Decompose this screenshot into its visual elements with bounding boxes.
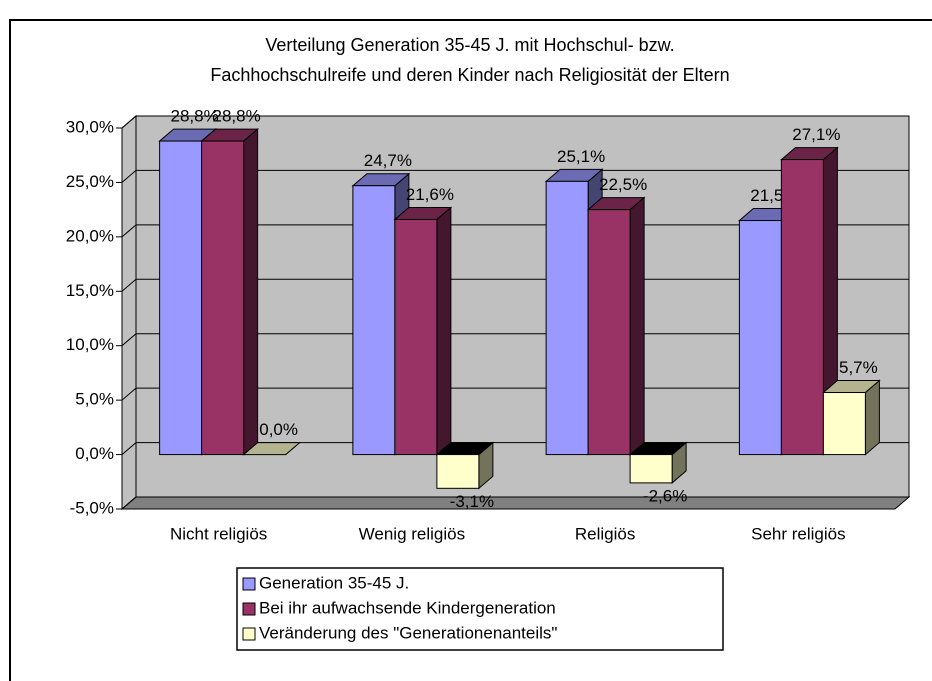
bar-front (201, 140, 245, 456)
bar-front (545, 180, 589, 456)
data-label: -2,6% (643, 486, 687, 505)
grid-line (121, 169, 909, 183)
bar-front (780, 159, 824, 456)
grid-line (121, 333, 909, 347)
legend-label: Bei ihr aufwachsende Kindergeneration (259, 598, 556, 617)
data-label: -3,1% (450, 492, 494, 511)
x-tick-label: Religiös (575, 524, 635, 543)
data-label: 28,8% (171, 107, 219, 126)
chart-title: Fachhochschulreife und deren Kinder nach… (210, 65, 729, 85)
bar-front (738, 220, 782, 456)
bar-front (587, 209, 631, 456)
bar-side (629, 196, 645, 456)
grid-line (121, 224, 909, 238)
bar-front (159, 140, 203, 456)
bar (200, 127, 259, 456)
x-tick-label: Wenig religiös (359, 524, 465, 543)
chart-title: Verteilung Generation 35-45 J. mit Hochs… (265, 35, 674, 55)
bar (780, 146, 839, 456)
bar (242, 442, 301, 456)
bar-top (242, 442, 301, 456)
bar-front (822, 392, 866, 456)
data-label: 25,1% (557, 147, 605, 166)
data-label: 21,6% (406, 185, 454, 204)
legend-swatch (242, 627, 256, 641)
bar-front (629, 454, 673, 484)
data-label: 24,7% (364, 151, 412, 170)
y-tick-label: 25,0% (66, 172, 114, 191)
legend-swatch (242, 602, 256, 616)
grid-line (121, 387, 909, 401)
y-tick-label: 5,0% (75, 390, 114, 409)
y-tick-label: 30,0% (66, 117, 114, 136)
bar (435, 441, 495, 490)
bar-side (864, 379, 880, 456)
side-wall (121, 114, 137, 511)
data-label: 28,8% (213, 107, 261, 126)
bar (586, 196, 646, 456)
data-label: 22,5% (599, 175, 647, 194)
data-label: 27,1% (792, 125, 840, 144)
data-label: 0,0% (259, 420, 298, 439)
bar (628, 441, 688, 484)
y-tick-label: 10,0% (66, 335, 114, 354)
bar-front (394, 218, 438, 456)
y-tick-label: 0,0% (75, 444, 114, 463)
grid-line (121, 278, 909, 292)
y-tick-label: 20,0% (66, 226, 114, 245)
data-label: 5,7% (839, 358, 878, 377)
legend-label: Generation 35-45 J. (259, 573, 409, 592)
bar (822, 379, 881, 456)
legend-label: Veränderung des "Generationenanteils" (259, 623, 557, 642)
floor (120, 496, 911, 510)
grid-line (121, 496, 909, 510)
x-tick-label: Nicht religiös (170, 524, 267, 543)
bar-side (436, 206, 452, 456)
bar-front (352, 185, 396, 456)
grid-line (121, 115, 909, 129)
y-tick-label: -5,0% (70, 498, 114, 517)
x-tick-label: Sehr religiös (751, 524, 846, 543)
bar (393, 206, 453, 456)
bar-front (436, 454, 480, 489)
legend-swatch (242, 577, 256, 591)
y-tick-label: 15,0% (66, 281, 114, 300)
legend-box (236, 567, 724, 651)
bar-side (243, 127, 259, 456)
